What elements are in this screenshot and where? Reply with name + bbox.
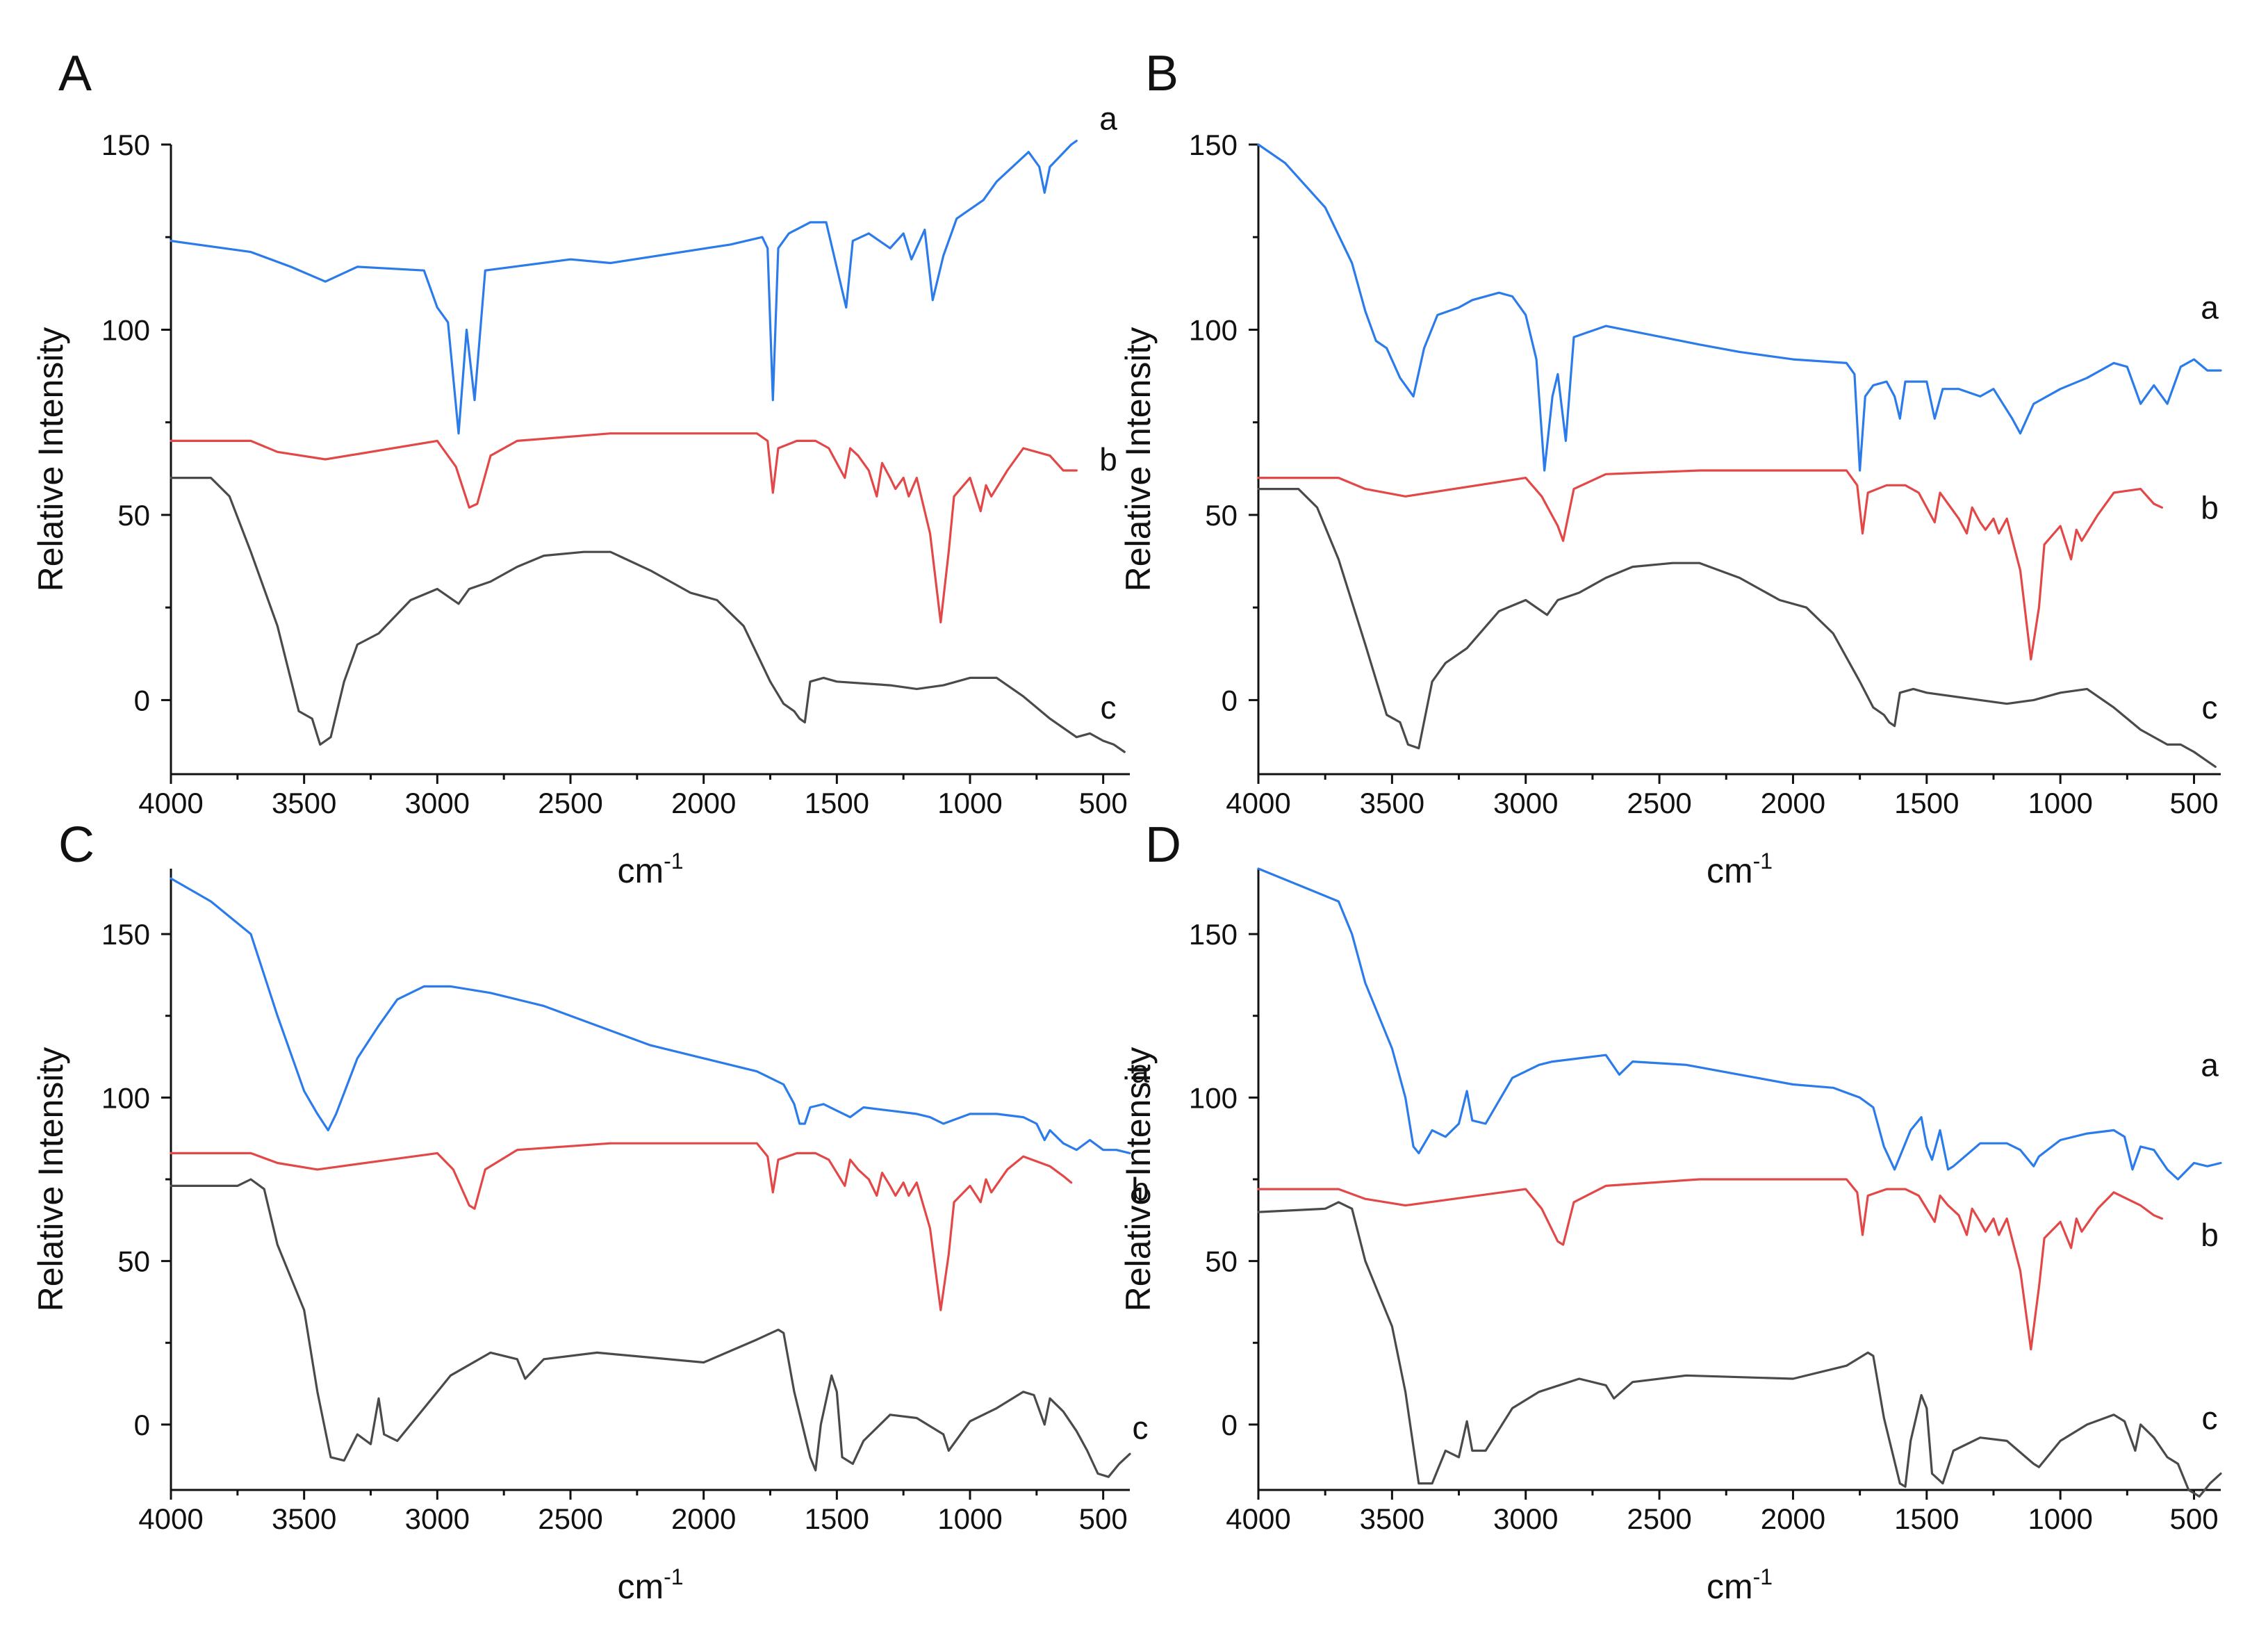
x-axis-title-superscript: -1: [1753, 849, 1773, 874]
series-label-c: c: [2202, 1400, 2218, 1436]
y-tick-label: 50: [117, 499, 150, 532]
series-line-b: [1257, 469, 2163, 661]
y-tick-label: 0: [1222, 684, 1238, 716]
x-tick-label: 2500: [1627, 787, 1691, 819]
x-tick-label: 4000: [1226, 1502, 1290, 1535]
panel-c: C 4000 3500 3000 2500 2000 1500 1000 500 0 50 100 15…: [31, 817, 1149, 1606]
y-tick-label: 100: [1189, 313, 1238, 346]
panel-a: A 4000 3500 3000 2500 2000 1500 1000 500 0 50 100 15…: [31, 46, 1130, 890]
y-tick-label: 50: [117, 1245, 150, 1278]
x-tick-label: 1500: [805, 1502, 869, 1535]
y-tick-label: 100: [101, 313, 150, 346]
y-tick-label: 100: [1189, 1081, 1238, 1114]
y-tick-label: 0: [134, 684, 150, 716]
series-label-c: c: [2202, 689, 2218, 726]
series-line-c: [1257, 1201, 2222, 1498]
y-tick-label: 150: [101, 918, 150, 951]
x-tick-label: 1000: [937, 787, 1002, 819]
x-tick-label: 500: [2169, 787, 2218, 819]
series-line-c: [170, 1178, 1131, 1478]
series-label-b: b: [1131, 1171, 1149, 1207]
y-axis-title: Relative Intensity: [1119, 1047, 1158, 1312]
y-tick-label: 100: [101, 1081, 150, 1114]
x-tick-label: 2000: [1761, 1502, 1825, 1535]
x-tick-label: 3500: [1360, 1502, 1424, 1535]
x-tick-label: 4000: [138, 787, 203, 819]
x-tick-label: 2000: [671, 1502, 736, 1535]
x-tick-label: 4000: [1226, 787, 1290, 819]
series-line-a: [1257, 143, 2222, 472]
y-axis-title: Relative Intensity: [31, 1047, 70, 1312]
x-axis-title-superscript: -1: [664, 849, 683, 874]
x-tick-label: 500: [1079, 787, 1128, 819]
x-tick-label: 3000: [405, 1502, 470, 1535]
series-label-a: a: [1131, 1054, 1149, 1090]
y-axis-title: Relative Intensity: [1119, 327, 1158, 592]
series-line-c: [1257, 488, 2217, 768]
series-line-b: [170, 432, 1078, 624]
x-axis-title-base: cm: [617, 1567, 664, 1606]
series-label-a: a: [2201, 289, 2219, 325]
x-tick-label: 3500: [272, 1502, 336, 1535]
panel-d: D 4000 3500 3000 2500 2000 1500 1000 500 0 50 100 15…: [1119, 817, 2222, 1606]
panel-b: B 4000 3500 3000 2500 2000 1500 1000 500 0 50 100 15…: [1119, 46, 2222, 890]
x-axis-title-base: cm: [617, 851, 664, 890]
series-label-b: b: [2201, 489, 2219, 525]
x-axis-title: cm-1: [1707, 1564, 1773, 1606]
x-axis-title-base: cm: [1707, 1567, 1753, 1606]
panel-letter: C: [58, 817, 94, 873]
x-tick-label: 3000: [1493, 787, 1558, 819]
x-axis-title: cm-1: [617, 1564, 683, 1606]
x-tick-label: 500: [1079, 1502, 1128, 1535]
series-label-b: b: [1099, 441, 1117, 477]
x-tick-label: 2500: [538, 1502, 602, 1535]
series-line-b: [170, 1142, 1073, 1311]
x-axis-title-superscript: -1: [1753, 1564, 1773, 1589]
series-label-c: c: [1133, 1410, 1149, 1446]
series-label-a: a: [2201, 1047, 2219, 1083]
series-label-a: a: [1099, 101, 1117, 137]
x-tick-label: 1500: [805, 787, 869, 819]
y-tick-label: 150: [1189, 129, 1238, 161]
x-tick-label: 1000: [937, 1502, 1002, 1535]
x-axis-title-base: cm: [1707, 851, 1753, 890]
x-tick-label: 3000: [1493, 1502, 1558, 1535]
x-tick-label: 2500: [538, 787, 602, 819]
x-tick-label: 4000: [138, 1502, 203, 1535]
x-axis-title-superscript: -1: [664, 1564, 683, 1589]
y-tick-label: 0: [134, 1409, 150, 1441]
series-line-a: [170, 877, 1131, 1154]
y-tick-label: 50: [1205, 1245, 1238, 1278]
panel-letter: B: [1145, 46, 1178, 101]
series-line-a: [1257, 867, 2222, 1181]
x-tick-label: 500: [2169, 1502, 2218, 1535]
y-tick-label: 150: [1189, 918, 1238, 951]
series-line-a: [170, 140, 1078, 435]
x-tick-label: 2500: [1627, 1502, 1691, 1535]
series-line-b: [1257, 1178, 2163, 1351]
x-tick-label: 3500: [1360, 787, 1424, 819]
series-label-b: b: [2201, 1217, 2219, 1253]
y-tick-label: 150: [101, 129, 150, 161]
y-axis-title: Relative Intensity: [31, 327, 70, 592]
x-tick-label: 1000: [2028, 787, 2092, 819]
panel-letter: A: [58, 46, 92, 101]
x-tick-label: 1500: [1894, 787, 1959, 819]
x-tick-label: 2000: [1761, 787, 1825, 819]
x-axis-title: cm-1: [1707, 849, 1773, 890]
series-line-c: [170, 477, 1126, 753]
x-axis-title: cm-1: [617, 849, 683, 890]
x-tick-label: 2000: [671, 787, 736, 819]
x-tick-label: 3000: [405, 787, 470, 819]
y-tick-label: 0: [1222, 1409, 1238, 1441]
series-label-c: c: [1101, 689, 1117, 726]
x-tick-label: 1500: [1894, 1502, 1959, 1535]
x-tick-label: 1000: [2028, 1502, 2092, 1535]
panel-letter: D: [1145, 817, 1181, 873]
x-tick-label: 3500: [272, 787, 336, 819]
y-tick-label: 50: [1205, 499, 1238, 532]
